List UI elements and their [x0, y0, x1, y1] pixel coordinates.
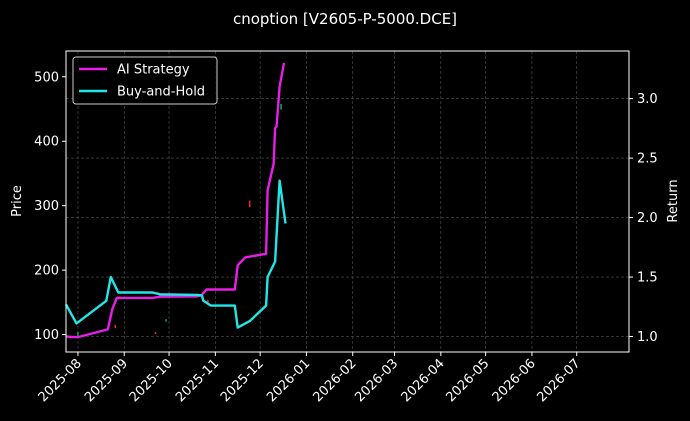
y-axis-left: 100 200 300 400 500 — [34, 70, 66, 343]
y-tick-label: 300 — [34, 199, 59, 214]
y2-tick-label: 1.5 — [637, 271, 658, 286]
y2-tick-label: 2.5 — [637, 152, 658, 167]
price-marks — [77, 103, 282, 337]
plot-frame — [65, 50, 630, 353]
y-tick-label: 400 — [34, 135, 59, 150]
y2-tick-label: 2.0 — [637, 211, 658, 226]
legend-box — [72, 56, 218, 105]
y2-tick-label: 3.0 — [637, 92, 658, 107]
series-line-buy-and-hold — [64, 179, 287, 329]
y2-axis-label: Return — [666, 179, 681, 222]
legend-label-ai-strategy: AI Strategy — [117, 63, 190, 78]
legend-label-buy-and-hold: Buy-and-Hold — [117, 85, 205, 100]
y2-tick-label: 1.0 — [637, 330, 658, 345]
legend: AI Strategy Buy-and-Hold — [72, 56, 218, 105]
y-tick-label: 200 — [34, 264, 59, 279]
y-tick-label: 100 — [34, 328, 59, 343]
series-line-ai-strategy — [65, 62, 286, 339]
y-axis-label: Price — [10, 185, 25, 217]
chart-title: cnoption [V2605-P-5000.DCE] — [233, 10, 457, 28]
y-axis-right: 1.0 1.5 2.0 2.5 3.0 — [629, 92, 658, 345]
y-tick-label: 500 — [34, 70, 59, 85]
series-lines — [64, 62, 287, 339]
